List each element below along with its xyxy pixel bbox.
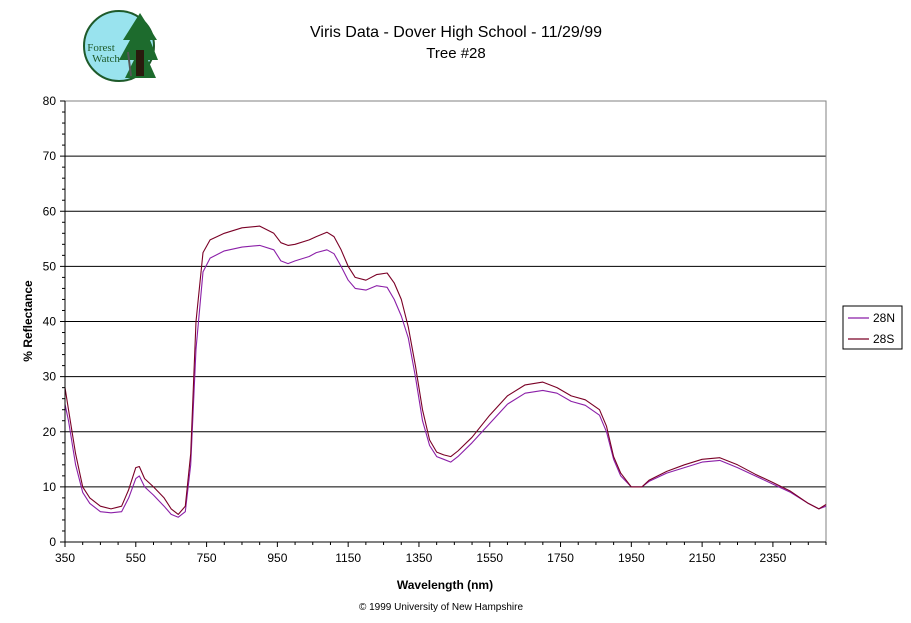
y-tick-label: 60 xyxy=(43,204,57,218)
x-tick-label: 1150 xyxy=(335,551,361,565)
legend: 28N 28S xyxy=(842,305,903,350)
y-tick-label: 10 xyxy=(43,480,57,494)
y-axis-title: % Reflectance xyxy=(21,280,35,362)
x-axis-title: Wavelength (nm) xyxy=(397,578,493,592)
y-tick-label: 30 xyxy=(43,370,57,384)
copyright-footer: © 1999 University of New Hampshire xyxy=(359,602,524,613)
y-tick-label: 70 xyxy=(43,149,57,163)
legend-label-28N: 28N xyxy=(873,311,895,325)
y-tick-label: 0 xyxy=(49,535,56,549)
x-tick-label: 1550 xyxy=(476,551,503,565)
series-lines xyxy=(64,225,827,518)
gridlines xyxy=(65,100,826,488)
x-tick-label: 1750 xyxy=(547,551,574,565)
y-tick-label: 40 xyxy=(43,315,57,329)
y-tick-label: 80 xyxy=(43,94,57,108)
chart-title: Viris Data - Dover High School - 11/29/9… xyxy=(310,24,602,41)
y-tick-label: 20 xyxy=(43,425,57,439)
y-tick-label: 50 xyxy=(43,259,57,273)
legend-box xyxy=(842,305,903,350)
x-tick-label: 750 xyxy=(197,551,217,565)
axes: 0 10 20 30 40 50 60 70 80 350 550 750 950 1150 1350 155… xyxy=(43,94,827,565)
series-line-28N xyxy=(64,244,827,518)
logo-text-line2: Watch xyxy=(92,53,120,65)
x-tick-label: 2350 xyxy=(760,551,787,565)
forest-watch-logo: Forest Watch xyxy=(83,10,158,82)
x-tick-label: 550 xyxy=(126,551,146,565)
x-tick-label: 350 xyxy=(55,551,75,565)
x-tick-label: 2150 xyxy=(689,551,716,565)
logo-text-line1: Forest xyxy=(87,42,115,54)
series-line-28S xyxy=(64,225,827,515)
x-tick-label: 950 xyxy=(267,551,287,565)
x-tick-label: 1950 xyxy=(618,551,645,565)
x-tick-label: 1350 xyxy=(406,551,433,565)
tree-icon xyxy=(119,13,158,78)
legend-label-28S: 28S xyxy=(873,332,894,346)
chart-subtitle: Tree #28 xyxy=(426,45,485,62)
